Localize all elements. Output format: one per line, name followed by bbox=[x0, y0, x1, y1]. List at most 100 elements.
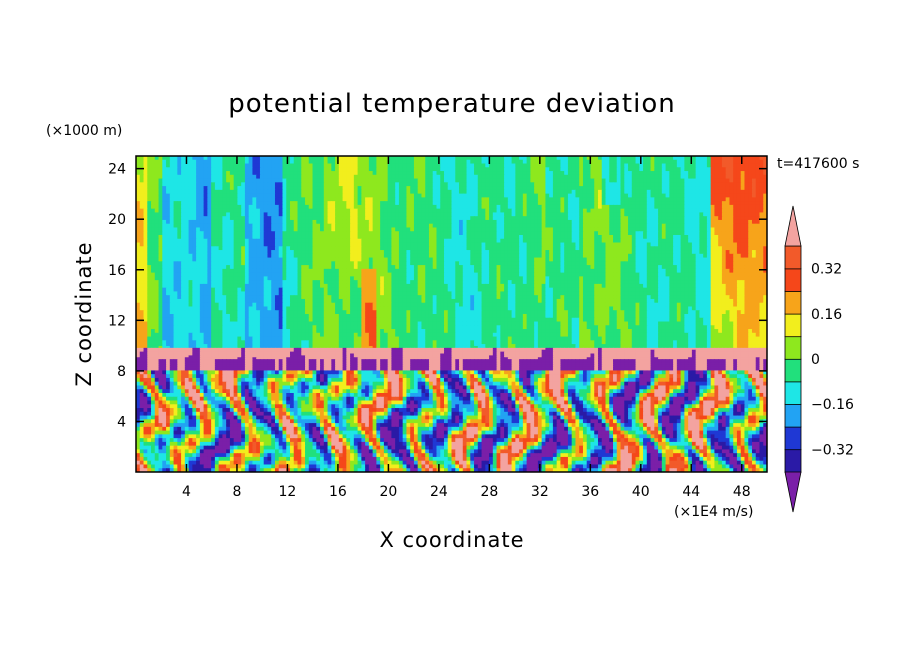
heatmap-cell bbox=[560, 257, 565, 262]
heatmap-cell bbox=[177, 167, 182, 172]
heatmap-cell bbox=[380, 156, 385, 161]
heatmap-cell bbox=[263, 182, 269, 187]
heatmap-cell bbox=[350, 235, 355, 240]
heatmap-cell bbox=[736, 174, 742, 180]
heatmap-cell bbox=[203, 250, 208, 255]
heatmap-cell bbox=[350, 156, 355, 161]
heatmap-cell bbox=[643, 201, 648, 206]
heatmap-cell bbox=[748, 223, 753, 229]
heatmap-cell bbox=[462, 174, 468, 180]
heatmap-cell bbox=[759, 178, 764, 183]
heatmap-cell bbox=[684, 167, 689, 172]
heatmap-cell bbox=[312, 223, 317, 229]
heatmap-cell bbox=[661, 204, 667, 210]
heatmap-cell bbox=[552, 197, 558, 202]
heatmap-cell bbox=[459, 186, 464, 191]
heatmap-cell bbox=[601, 246, 607, 251]
heatmap-cell bbox=[714, 223, 719, 229]
heatmap-cell bbox=[665, 219, 670, 225]
heatmap-cell bbox=[755, 201, 761, 206]
heatmap-cell bbox=[474, 186, 479, 191]
heatmap-cell bbox=[233, 238, 239, 244]
heatmap-cell bbox=[748, 216, 753, 221]
heatmap-cell bbox=[293, 242, 299, 247]
heatmap-cell bbox=[560, 178, 565, 183]
heatmap-cell bbox=[496, 216, 501, 221]
heatmap-cell bbox=[496, 186, 501, 191]
heatmap-cell bbox=[391, 223, 396, 229]
heatmap-cell bbox=[259, 208, 265, 214]
heatmap-cell bbox=[545, 257, 550, 262]
heatmap-cell bbox=[455, 193, 460, 198]
heatmap-cell bbox=[207, 163, 212, 168]
heatmap-cell bbox=[601, 189, 607, 195]
heatmap-cell bbox=[500, 250, 505, 255]
heatmap-cell bbox=[613, 231, 618, 236]
heatmap-cell bbox=[365, 227, 370, 232]
heatmap-cell bbox=[556, 204, 562, 210]
heatmap-cell bbox=[661, 261, 667, 266]
heatmap-cell bbox=[226, 182, 231, 187]
heatmap-cell bbox=[673, 250, 678, 255]
heatmap-cell bbox=[177, 231, 182, 236]
heatmap-cell bbox=[177, 250, 182, 255]
heatmap-cell bbox=[316, 219, 321, 225]
heatmap-cell bbox=[620, 216, 625, 221]
heatmap-cell bbox=[181, 227, 186, 232]
heatmap-cell bbox=[676, 235, 682, 240]
heatmap-cell bbox=[586, 208, 592, 214]
heatmap-cell bbox=[143, 171, 148, 176]
heatmap-cell bbox=[721, 261, 727, 266]
heatmap-cell bbox=[278, 223, 284, 229]
heatmap-cell bbox=[207, 208, 212, 214]
heatmap-cell bbox=[541, 231, 546, 236]
heatmap-cell bbox=[346, 261, 351, 266]
heatmap-cell bbox=[211, 197, 216, 202]
heatmap-cell bbox=[342, 227, 347, 232]
heatmap-cell bbox=[507, 204, 513, 210]
heatmap-cell bbox=[256, 189, 261, 195]
heatmap-cell bbox=[248, 159, 254, 165]
heatmap-cell bbox=[676, 238, 682, 244]
heatmap-cell bbox=[425, 204, 430, 210]
heatmap-cell bbox=[181, 265, 186, 270]
heatmap-cell bbox=[147, 178, 152, 183]
heatmap-cell bbox=[740, 227, 746, 232]
heatmap-cell bbox=[387, 197, 393, 202]
heatmap-cell bbox=[624, 193, 629, 198]
heatmap-cell bbox=[605, 159, 610, 165]
heatmap-cell bbox=[323, 216, 329, 221]
heatmap-cell bbox=[519, 197, 524, 202]
heatmap-cell bbox=[459, 163, 464, 168]
heatmap-cell bbox=[391, 178, 396, 183]
heatmap-cell bbox=[233, 182, 239, 187]
heatmap-cell bbox=[365, 204, 370, 210]
heatmap-cell bbox=[192, 182, 197, 187]
heatmap-cell bbox=[759, 163, 764, 168]
heatmap-cell bbox=[425, 159, 430, 165]
heatmap-cell bbox=[406, 156, 411, 161]
heatmap-cell bbox=[601, 167, 607, 172]
heatmap-cell bbox=[252, 204, 257, 210]
heatmap-cell bbox=[624, 227, 629, 232]
heatmap-cell bbox=[665, 178, 670, 183]
heatmap-cell bbox=[496, 261, 501, 266]
heatmap-cell bbox=[421, 182, 426, 187]
heatmap-cell bbox=[496, 246, 501, 251]
heatmap-cell bbox=[763, 212, 767, 217]
heatmap-cell bbox=[387, 250, 393, 255]
heatmap-cell bbox=[380, 193, 385, 198]
heatmap-cell bbox=[601, 223, 607, 229]
heatmap-cell bbox=[748, 186, 753, 191]
heatmap-cell bbox=[353, 265, 359, 270]
heatmap-cell bbox=[504, 163, 509, 168]
heatmap-cell bbox=[485, 193, 490, 198]
heatmap-cell bbox=[263, 178, 269, 183]
heatmap-cell bbox=[447, 238, 453, 244]
heatmap-cell bbox=[147, 159, 152, 165]
heatmap-cell bbox=[259, 238, 265, 244]
heatmap-cell bbox=[624, 261, 629, 266]
heatmap-cell bbox=[259, 265, 265, 270]
heatmap-cell bbox=[624, 186, 629, 191]
heatmap-cell bbox=[635, 231, 640, 236]
